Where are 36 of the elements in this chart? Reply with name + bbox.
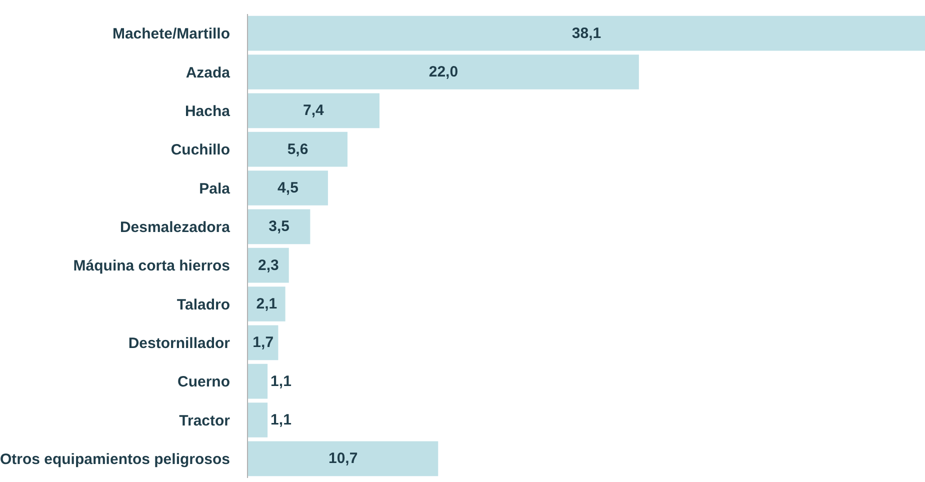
data-label: 2,1	[256, 296, 278, 312]
data-label: 1,1	[270, 412, 292, 428]
y-tick-label: Cuchillo	[170, 142, 230, 159]
bar	[248, 93, 380, 128]
bar	[248, 209, 310, 244]
y-tick-label: Taladro	[176, 296, 230, 314]
data-label: 1,7	[252, 334, 274, 352]
y-tick-label: Destornillador	[128, 334, 230, 352]
y-tick-label: Machete/Martillo	[112, 26, 230, 43]
y-tick-label: Hacha	[184, 102, 231, 120]
bar	[248, 132, 348, 167]
bar	[248, 402, 268, 438]
bar	[248, 16, 925, 51]
bar	[248, 364, 268, 399]
bar	[248, 248, 289, 283]
data-label: 1,1	[270, 372, 292, 390]
data-label: 5,6	[287, 140, 308, 158]
data-label: 38,1	[572, 24, 602, 42]
bar	[248, 325, 278, 360]
data-label: 22,0	[428, 64, 458, 80]
y-tick-label: Cuerno	[178, 374, 230, 391]
y-tick-label: Tractor	[179, 412, 230, 430]
data-label: 2,3	[258, 256, 279, 274]
data-label: 4,5	[278, 180, 298, 196]
y-tick-label: Desmalezadora	[120, 218, 231, 236]
bar	[248, 170, 328, 206]
y-tick-label: Otros equipamientos peligrosos	[0, 450, 230, 468]
y-tick-label: Azada	[186, 64, 231, 82]
bar	[248, 441, 438, 476]
data-label: 7,4	[302, 102, 324, 120]
y-tick-label: Máquina corta hierros	[73, 258, 230, 275]
bar	[248, 286, 286, 322]
data-label: 10,7	[328, 450, 358, 468]
y-tick-label: Pala	[199, 180, 231, 198]
bar	[248, 54, 639, 90]
data-label: 3,5	[268, 218, 290, 236]
